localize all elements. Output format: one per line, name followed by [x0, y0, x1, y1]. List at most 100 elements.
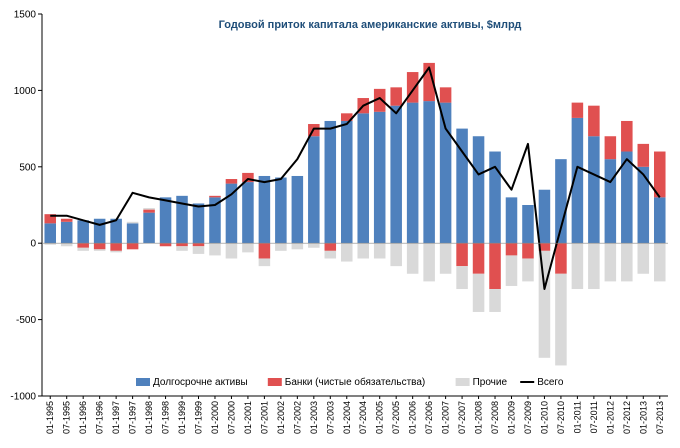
x-tick-label: 01-2003 — [309, 401, 319, 434]
bar-долгосрочне-11 — [225, 183, 238, 244]
x-tick-label: 07-1996 — [95, 401, 105, 434]
bar-банки-28 — [505, 243, 518, 256]
bar-банки-25 — [456, 243, 468, 267]
bar-прочие-11 — [225, 243, 238, 259]
legend-label: Прочие — [473, 377, 508, 388]
bar-прочие-20 — [373, 243, 386, 259]
x-tick-label: 01-2009 — [507, 401, 517, 434]
bar-банки-13 — [258, 243, 271, 259]
bar-банки-0 — [44, 214, 56, 224]
bar-прочие-10 — [209, 243, 221, 256]
bar-банки-11 — [225, 179, 238, 184]
bar-долгосрочне-0 — [44, 223, 56, 244]
bar-долгосрочне-22 — [406, 102, 419, 244]
bar-банки-17 — [324, 243, 337, 251]
bar-прочие-36 — [637, 243, 650, 274]
bar-банки-35 — [621, 120, 633, 152]
bar-долгосрочне-37 — [654, 197, 666, 244]
bar-банки-22 — [406, 72, 419, 103]
bar-прочие-26 — [472, 273, 485, 312]
bar-банки-32 — [571, 102, 584, 118]
bar-банки-8 — [176, 243, 188, 247]
bar-долгосрочне-20 — [373, 111, 386, 244]
bar-прочие-23 — [423, 243, 435, 282]
bar-долгосрочне-31 — [555, 159, 567, 244]
bar-банки-4 — [110, 243, 122, 251]
bar-банки-20 — [373, 88, 386, 112]
x-tick-label: 07-2002 — [292, 401, 302, 434]
bar-банки-18 — [341, 113, 353, 121]
x-tick-label: 07-2008 — [490, 401, 500, 434]
bar-банки-36 — [637, 143, 650, 167]
x-tick-label: 07-2006 — [424, 401, 434, 434]
bar-банки-5 — [126, 243, 139, 250]
bar-прочие-15 — [291, 243, 304, 250]
x-tick-label: 01-1998 — [144, 401, 154, 434]
legend: Долгосрочне активы Банки (чистые обязател… — [136, 376, 564, 388]
bars-layer — [44, 62, 666, 366]
y-tick-label: 1000 — [14, 86, 37, 97]
bar-долгосрочне-21 — [390, 105, 402, 244]
bar-долгосрочне-16 — [308, 136, 320, 244]
bar-прочие-31 — [555, 273, 567, 366]
bar-банки-23 — [423, 62, 435, 102]
bar-долгосрочне-18 — [341, 120, 353, 244]
x-tick-label: 07-2000 — [226, 401, 236, 434]
bar-банки-37 — [654, 151, 666, 198]
bar-долгосрочне-6 — [143, 212, 155, 244]
x-tick-label: 07-1995 — [62, 401, 72, 434]
bar-долгосрочне-3 — [93, 218, 106, 244]
bar-прочие-14 — [275, 243, 287, 251]
y-tick-label: -1000 — [10, 392, 36, 403]
x-tick-label: 07-2004 — [358, 401, 368, 434]
x-tick-label: 01-2005 — [375, 401, 385, 434]
bar-долгосрочне-9 — [192, 203, 205, 244]
x-tick-label: 01-1999 — [177, 401, 187, 434]
bar-долгосрочне-26 — [472, 136, 485, 244]
bar-прочие-35 — [621, 243, 633, 282]
x-tick-label: 01-1995 — [45, 401, 55, 434]
x-tick-label: 07-2005 — [391, 401, 401, 434]
bar-банки-29 — [522, 243, 534, 259]
bar-банки-34 — [604, 136, 617, 160]
legend-label: Долгосрочне активы — [153, 377, 248, 388]
bar-банки-10 — [209, 195, 221, 198]
bar-прочие-33 — [588, 243, 600, 290]
bar-долгосрочне-24 — [439, 102, 452, 244]
bar-прочие-37 — [654, 243, 666, 282]
bar-долгосрочне-1 — [60, 221, 73, 244]
x-tick-label: 01-2007 — [441, 401, 451, 434]
bar-прочие-8 — [176, 246, 188, 251]
bar-долгосрочне-36 — [637, 166, 650, 244]
bar-долгосрочне-35 — [621, 151, 633, 244]
bar-прочие-16 — [308, 243, 320, 248]
bar-долгосрочне-2 — [77, 220, 89, 244]
bar-банки-6 — [143, 209, 155, 213]
bar-прочие-0 — [44, 243, 56, 245]
x-tick-label: 07-2009 — [523, 401, 533, 434]
x-tick-label: 07-1999 — [194, 401, 204, 434]
x-tick-label: 01-2010 — [539, 401, 549, 434]
bar-прочие-6 — [143, 208, 155, 210]
total-line-layer — [50, 66, 661, 291]
x-tick-label: 01-1996 — [78, 401, 88, 434]
y-tick-label: -500 — [16, 315, 36, 326]
bar-банки-7 — [159, 243, 172, 247]
x-tick-label: 07-2011 — [589, 401, 599, 433]
legend-swatch — [455, 378, 470, 386]
bar-прочие-34 — [604, 243, 617, 282]
bar-банки-2 — [77, 243, 89, 248]
x-tick-label: 07-2001 — [259, 401, 269, 434]
x-tick-label: 01-2002 — [276, 401, 286, 434]
bar-прочие-3 — [93, 249, 106, 251]
x-tick-label: 01-2011 — [572, 401, 582, 433]
legend-swatch — [136, 378, 150, 386]
bar-долгосрочне-4 — [110, 218, 122, 244]
bar-банки-26 — [472, 243, 485, 274]
bar-прочие-22 — [406, 243, 419, 274]
bar-банки-12 — [242, 172, 254, 183]
bar-прочие-24 — [439, 243, 452, 274]
bar-банки-24 — [439, 87, 452, 103]
